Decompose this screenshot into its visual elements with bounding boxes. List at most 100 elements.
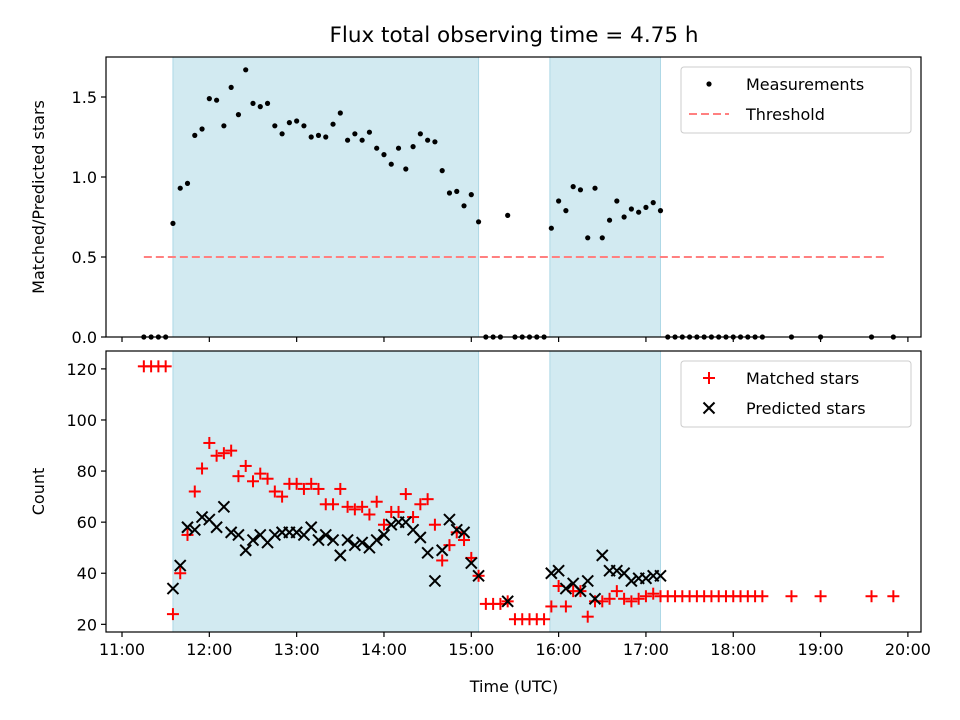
measurement-point <box>585 235 591 241</box>
measurement-point <box>366 129 373 135</box>
matched-star-marker <box>814 590 827 603</box>
matched-star-marker <box>239 459 252 472</box>
legend: Measurements Threshold <box>680 66 912 134</box>
measurement-point <box>417 131 423 137</box>
y-axis-label: Matched/Predicted stars <box>29 100 48 294</box>
measurement-point <box>170 220 176 226</box>
chart-title: Flux total observing time = 4.75 h <box>330 23 699 48</box>
measurement-point <box>374 145 380 151</box>
matched-star-marker <box>196 462 209 475</box>
matched-star-marker <box>639 590 652 603</box>
matched-star-marker <box>407 511 420 524</box>
predicted-star-marker <box>428 574 442 588</box>
matched-star-marker <box>443 539 456 552</box>
measurement-point <box>556 198 562 204</box>
predicted-star-marker <box>341 533 354 547</box>
measurement-point <box>279 131 285 137</box>
legend-box <box>680 66 912 134</box>
predicted-star-marker <box>166 582 180 595</box>
measurement-point <box>570 184 576 190</box>
matched-star-marker <box>327 498 340 511</box>
matched-star-marker <box>581 610 594 623</box>
predicted-star-marker <box>596 549 609 562</box>
predicted-star-marker <box>246 533 260 547</box>
matched-star-marker <box>647 587 660 600</box>
matched-star-marker <box>312 482 325 495</box>
matched-star-marker <box>246 475 259 488</box>
measurement-point <box>264 100 271 106</box>
predicted-star-marker <box>224 526 238 539</box>
x-tick-label: 20:00 <box>885 640 931 659</box>
matched-star-marker <box>377 518 390 531</box>
predicted-star-marker <box>552 564 565 577</box>
y-tick-label: 1.5 <box>72 88 97 107</box>
x-tick-label: 19:00 <box>798 640 844 659</box>
predicted-star-marker <box>435 544 449 557</box>
x-tick-label: 16:00 <box>536 640 582 659</box>
predicted-star-marker <box>232 528 245 542</box>
legend-label: Threshold <box>745 105 825 124</box>
measurement-point <box>461 203 467 209</box>
measurement-point <box>446 190 453 196</box>
matched-star-marker <box>865 590 878 603</box>
measurement-point <box>599 235 605 241</box>
predicted-star-marker <box>319 528 332 542</box>
x-tick-label: 15:00 <box>448 640 494 659</box>
x-tick-label: 14:00 <box>361 640 407 659</box>
matched-star-marker <box>610 585 623 598</box>
predicted-star-marker <box>217 500 231 514</box>
y-tick-label: 20 <box>77 615 97 634</box>
matched-star-marker <box>756 590 769 603</box>
legend-label: Measurements <box>746 75 864 94</box>
matched-star-marker <box>559 600 572 613</box>
matched-star-marker <box>436 554 449 567</box>
matched-star-marker <box>632 592 645 605</box>
measurement-point <box>315 132 322 138</box>
predicted-star-marker <box>581 574 594 588</box>
measurement-point <box>250 100 256 106</box>
measurement-point <box>192 132 198 138</box>
matched-star-marker <box>217 447 230 460</box>
y-tick-label: 120 <box>66 360 97 379</box>
measurement-point <box>308 134 314 140</box>
matched-star-marker <box>618 592 631 605</box>
y-tick-label: 80 <box>77 462 97 481</box>
measurement-point <box>286 120 292 126</box>
y-tick-label: 60 <box>77 513 97 532</box>
predicted-star-marker <box>188 523 201 537</box>
predicted-star-marker <box>472 569 485 583</box>
measurement-point <box>221 123 227 129</box>
matched-star-marker <box>428 518 441 531</box>
predicted-star-marker <box>450 523 463 537</box>
matched-star-marker <box>166 608 179 621</box>
measurement-point <box>243 67 249 73</box>
plot-frame <box>105 350 922 633</box>
measurement-point <box>614 198 620 204</box>
predicted-star-marker <box>304 521 318 534</box>
measurement-point <box>294 118 300 124</box>
measurement-point <box>636 209 642 215</box>
predicted-star-marker <box>639 572 653 585</box>
measurement-point <box>628 206 634 212</box>
measurement-point <box>177 185 183 191</box>
measurement-point <box>395 145 402 151</box>
y-tick-label: 0.0 <box>72 328 97 347</box>
matched-star-marker <box>305 477 318 490</box>
measurement-point <box>381 152 387 158</box>
x-axis-label: Time (UTC) <box>469 677 558 696</box>
legend: Matched stars Predicted stars <box>680 360 912 428</box>
matched-star-marker <box>348 503 361 516</box>
x-tick-label: 17:00 <box>623 640 669 659</box>
measurement-point <box>425 137 431 143</box>
matched-star-marker <box>254 467 267 480</box>
measurement-point <box>468 192 474 198</box>
legend-label: Predicted stars <box>746 399 866 418</box>
measurement-point <box>563 208 569 214</box>
y-tick-label: 40 <box>77 564 97 583</box>
measurement-point <box>214 97 220 103</box>
legend-marker <box>703 372 715 384</box>
measurement-point <box>235 112 242 118</box>
predicted-star-marker <box>654 569 667 583</box>
predicted-star-marker <box>559 582 573 595</box>
